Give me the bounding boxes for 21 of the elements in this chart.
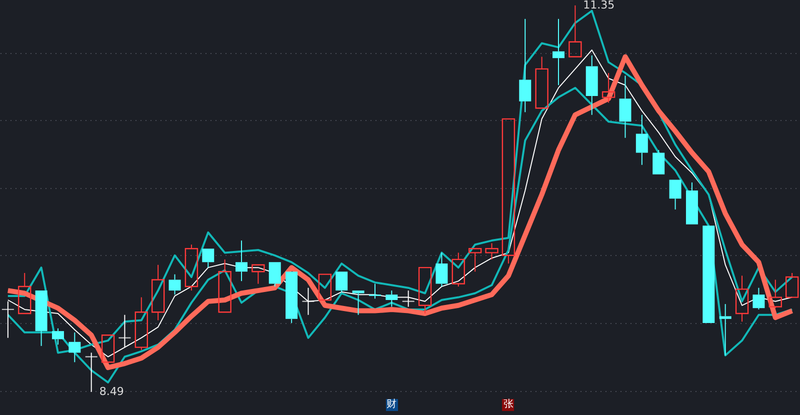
- candlestick: [386, 290, 398, 308]
- candlestick: [168, 274, 181, 296]
- annotation: 8.49: [99, 384, 124, 398]
- annotation: 财: [386, 399, 398, 411]
- candlestick: [236, 240, 248, 282]
- candlestick: [636, 114, 648, 166]
- candlestick: [519, 18, 532, 113]
- candlestick: [752, 287, 765, 310]
- candlestick: [719, 304, 732, 356]
- candlestick: [68, 332, 81, 363]
- candlestick: [118, 314, 131, 348]
- annotation: 11.35: [583, 0, 615, 12]
- candlestick: [735, 275, 749, 322]
- candlestick: [52, 328, 64, 346]
- annotation: 张: [502, 399, 514, 411]
- candlestick: [151, 264, 165, 321]
- candlestick: [368, 283, 381, 300]
- candlestick: [619, 75, 632, 138]
- candlestick: [436, 252, 448, 287]
- candlestick: [552, 18, 564, 86]
- candlestick: [586, 54, 598, 116]
